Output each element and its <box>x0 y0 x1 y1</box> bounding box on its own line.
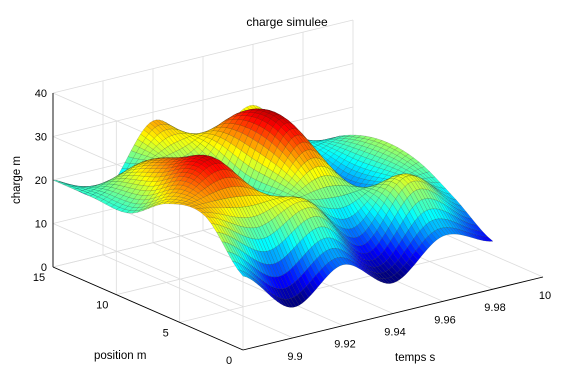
grid-line <box>52 19 354 94</box>
y-tick-label: 5 <box>163 327 169 339</box>
z-tick-label: 30 <box>35 132 47 144</box>
grid-line <box>179 248 480 323</box>
z-tick-label: 20 <box>35 175 47 187</box>
z-axis-label: charge m <box>11 156 23 204</box>
grid-line <box>152 242 344 327</box>
y-tick-label: 10 <box>96 300 108 312</box>
x-tick-label: 9.96 <box>434 314 455 326</box>
z-tick-label: 10 <box>35 219 47 231</box>
chart-title: charge simulee <box>246 15 328 29</box>
x-tick-label: 9.9 <box>287 351 302 363</box>
x-axis-line <box>242 276 544 351</box>
x-axis-label: temps s <box>395 352 436 364</box>
axes-lines <box>52 93 544 351</box>
surface-mesh <box>52 105 494 308</box>
y-axis-label: position m <box>94 350 146 362</box>
grid-line <box>52 223 244 307</box>
x-tick-label: 9.94 <box>384 327 405 339</box>
grid-line <box>102 254 294 339</box>
z-tick-label: 40 <box>35 88 47 100</box>
y-tick-label: 15 <box>33 272 45 284</box>
surface-patch <box>484 236 494 242</box>
x-tick-label: 10 <box>539 290 551 302</box>
z-tick-label: 0 <box>41 262 47 274</box>
grid-line <box>52 63 354 137</box>
y-tick-label: 0 <box>226 355 232 365</box>
x-tick-label: 9.92 <box>334 339 355 351</box>
y-axis-line <box>52 266 244 351</box>
x-tick-label: 9.98 <box>484 302 505 314</box>
